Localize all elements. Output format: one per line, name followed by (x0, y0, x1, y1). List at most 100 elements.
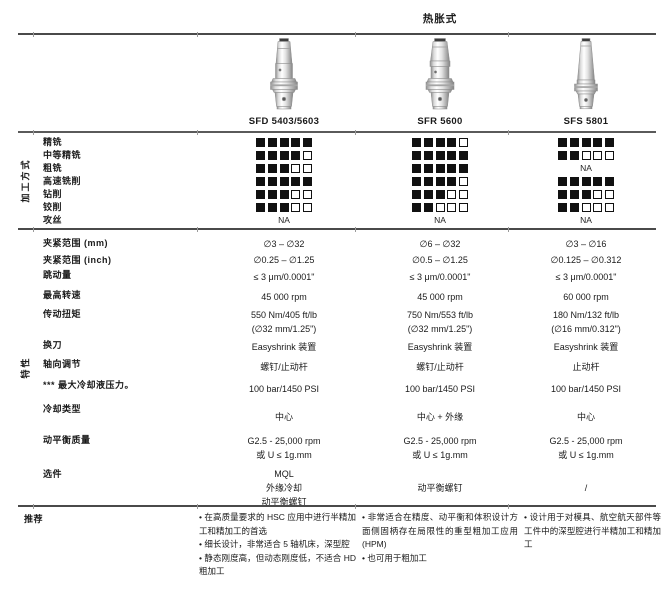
spec-label: 动平衡质量 (43, 435, 91, 445)
rating-square-filled (558, 190, 568, 199)
spec-value-line: 100 bar/1450 PSI (404, 384, 476, 394)
rating-square-filled (256, 151, 266, 160)
rating-square-filled (291, 177, 301, 186)
rating-square-filled (279, 164, 289, 173)
rating-square-empty (604, 203, 614, 212)
rating-square-filled (291, 151, 301, 160)
recommendation-column-2: • 非常适合在精度、动平衡和体积设计方面侧固柄存在局限性的重型粗加工应用 (HP… (362, 511, 518, 565)
rating-square-filled (256, 177, 266, 186)
spec-value-line: ∅0.25 – ∅1.25 (253, 255, 315, 265)
rating-square-empty (593, 151, 603, 160)
rating-square-filled (412, 164, 422, 173)
spec-row: 冷却类型 中心 中心 + 外缘 中心 (0, 400, 663, 431)
rating-square-empty (458, 138, 468, 147)
spec-label: 夹紧范围 (inch) (43, 255, 112, 265)
spec-row: 最高转速 45 000 rpm 45 000 rpm 60 000 rpm (0, 286, 663, 306)
page-title: 热胀式 (422, 13, 458, 25)
rating-square-filled (423, 164, 433, 173)
rating-square-filled (423, 138, 433, 147)
rating-square-filled (569, 190, 579, 199)
rating-square-filled (267, 190, 277, 199)
machining-row: 粗铣 NA (0, 162, 663, 175)
rating-cell (509, 175, 663, 188)
spec-value-line: 或 U ≤ 1g.mm (412, 450, 468, 460)
rating-square-filled (256, 164, 266, 173)
spec-value-cell: 100 bar/1450 PSI (371, 378, 509, 400)
spec-value-cell: ∅0.25 – ∅1.25 (197, 253, 371, 267)
shrink-fit-holder-sfr-image (425, 38, 455, 110)
rating-cell (197, 149, 371, 162)
spec-value-cell: 750 Nm/553 ft/lb (∅32 mm/1.25") (371, 307, 509, 336)
spec-value-line: ≤ 3 μm/0.0001" (409, 272, 471, 282)
rating-square-empty (447, 190, 457, 199)
spec-value-cell: ≤ 3 μm/0.0001" (371, 268, 509, 286)
machining-row: 精铣 (0, 136, 663, 149)
recommendation-bullet: • 也可用于粗加工 (362, 552, 427, 563)
spec-row: 跳动量 ≤ 3 μm/0.0001" ≤ 3 μm/0.0001" ≤ 3 μm/0.… (0, 266, 663, 286)
spec-value-cell: 动平衡螺钉 (371, 467, 509, 509)
spec-value-cell: MQL 外缘冷却 动平衡螺钉 (197, 467, 371, 509)
spec-value-cell: 60 000 rpm (509, 288, 663, 306)
rating-square-filled (569, 177, 579, 186)
rating-cell (371, 149, 509, 162)
rating-square-filled (458, 164, 468, 173)
spec-value-line: MQL (274, 469, 294, 479)
spec-row: 夹紧范围 (mm) ∅3 – ∅32 ∅6 – ∅32 ∅3 – ∅16 (0, 230, 663, 251)
spec-value-line: ∅0.125 – ∅0.312 (550, 255, 622, 265)
rating-square-filled (558, 177, 568, 186)
spec-value-cell: ≤ 3 μm/0.0001" (509, 268, 663, 286)
rating-square-filled (447, 138, 457, 147)
rating-square-filled (267, 177, 277, 186)
machining-method-label: 粗铣 (43, 163, 63, 173)
spec-value-line: ≤ 3 μm/0.0001" (555, 272, 617, 282)
spec-row: 传动扭矩 550 Nm/405 ft/lb (∅32 mm/1.25") 750 Nm… (0, 306, 663, 336)
rating-cell (197, 136, 371, 149)
rating-square-filled (447, 177, 457, 186)
spec-row: 轴向调节 螺钉/止动杆 螺钉/止动杆 止动杆 (0, 356, 663, 376)
spec-value-line: ∅6 – ∅32 (419, 238, 461, 249)
spec-value-line: (∅16 mm/0.312") (551, 323, 621, 334)
spec-value-line: G2.5 - 25,000 rpm (549, 436, 623, 446)
rating-square-empty (302, 164, 312, 173)
spec-value-cell: Easyshrink 装置 (509, 338, 663, 356)
rating-square-filled (435, 138, 445, 147)
rating-square-filled (435, 177, 445, 186)
spec-value-cell: ≤ 3 μm/0.0001" (197, 268, 371, 286)
spec-value-line: 止动杆 (572, 361, 600, 372)
rating-square-filled (412, 190, 422, 199)
spec-value-line: Easyshrink 装置 (553, 342, 619, 352)
spec-row: 选件 MQL 外缘冷却 动平衡螺钉 动平衡螺钉 / (0, 463, 663, 507)
rating-square-filled (279, 177, 289, 186)
rating-square-filled (581, 138, 591, 147)
spec-label: 换刀 (43, 340, 63, 350)
rating-square-filled (435, 190, 445, 199)
machining-row: 攻丝 NA NA NA (0, 214, 663, 227)
spec-value-cell: Easyshrink 装置 (197, 338, 371, 356)
spec-label: 轴向调节 (43, 359, 82, 369)
rating-square-filled (267, 138, 277, 147)
spec-value-cell: 45 000 rpm (371, 288, 509, 306)
rating-square-filled (558, 203, 568, 212)
rating-square-filled (581, 177, 591, 186)
spec-rows: 夹紧范围 (mm) ∅3 – ∅32 ∅6 – ∅32 ∅3 – ∅16 夹紧范围 (i… (0, 230, 663, 507)
machining-rows: 精铣 中等精铣 粗铣 NA 高速铣削 钻削 铰削 攻丝 NA NA NA (0, 133, 663, 228)
rating-square-filled (267, 151, 277, 160)
rating-cell: NA (509, 214, 663, 227)
machining-row: 铰削 (0, 201, 663, 214)
machining-row: 高速铣削 (0, 175, 663, 188)
rating-square-filled (569, 138, 579, 147)
recommendation-bullet: • 设计用于对模具、航空航天部件等工件中的深型腔进行半精加工和精加工 (524, 512, 661, 550)
spec-value-line: 螺钉/止动杆 (260, 361, 308, 372)
spec-value-line: 或 U ≤ 1g.mm (256, 450, 312, 460)
spec-value-line: G2.5 - 25,000 rpm (247, 436, 321, 446)
rating-square-filled (423, 190, 433, 199)
rating-cell (509, 136, 663, 149)
rating-square-empty (291, 203, 301, 212)
spec-value-cell: ∅6 – ∅32 (371, 236, 509, 251)
spec-value-line: G2.5 - 25,000 rpm (403, 436, 477, 446)
spec-value-line: 或 U ≤ 1g.mm (558, 450, 614, 460)
machining-method-label: 钻削 (43, 189, 63, 199)
spec-value-cell: G2.5 - 25,000 rpm 或 U ≤ 1g.mm (509, 433, 663, 463)
recommendation-column-3: • 设计用于对模具、航空航天部件等工件中的深型腔进行半精加工和精加工 (524, 511, 661, 552)
rating-na-text: NA (580, 215, 592, 225)
